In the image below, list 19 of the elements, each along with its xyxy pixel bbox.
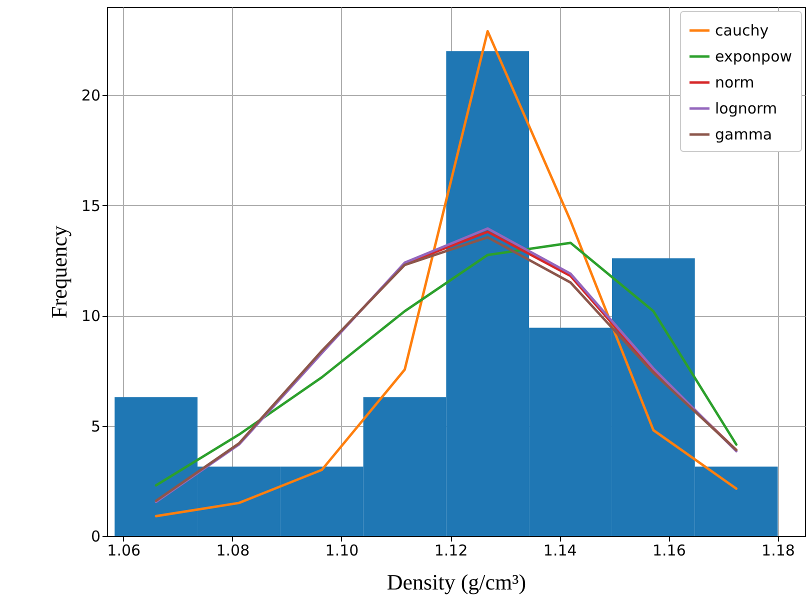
x-axis-title: Density (g/cm³) <box>386 570 526 594</box>
y-tick-label: 10 <box>81 307 100 326</box>
x-tick-label: 1.10 <box>325 542 359 560</box>
legend-label: lognorm <box>715 100 778 118</box>
legend-label: exponpow <box>715 48 792 66</box>
x-tick-label: 1.12 <box>434 542 468 560</box>
y-axis-title: Frequency <box>46 226 72 318</box>
y-tick-label: 5 <box>90 417 100 436</box>
x-tick-label: 1.06 <box>107 542 141 560</box>
x-tick-label: 1.08 <box>216 542 250 560</box>
x-tick-label: 1.14 <box>543 542 577 560</box>
legend-label: gamma <box>715 126 772 144</box>
legend-label: norm <box>715 74 754 92</box>
x-tick-label: 1.18 <box>762 542 795 560</box>
y-tick-label: 15 <box>81 196 100 215</box>
y-tick-label: 20 <box>81 86 100 105</box>
legend-label: cauchy <box>715 22 769 40</box>
y-tick-label: 0 <box>90 528 100 546</box>
x-tick-label: 1.16 <box>652 542 686 560</box>
